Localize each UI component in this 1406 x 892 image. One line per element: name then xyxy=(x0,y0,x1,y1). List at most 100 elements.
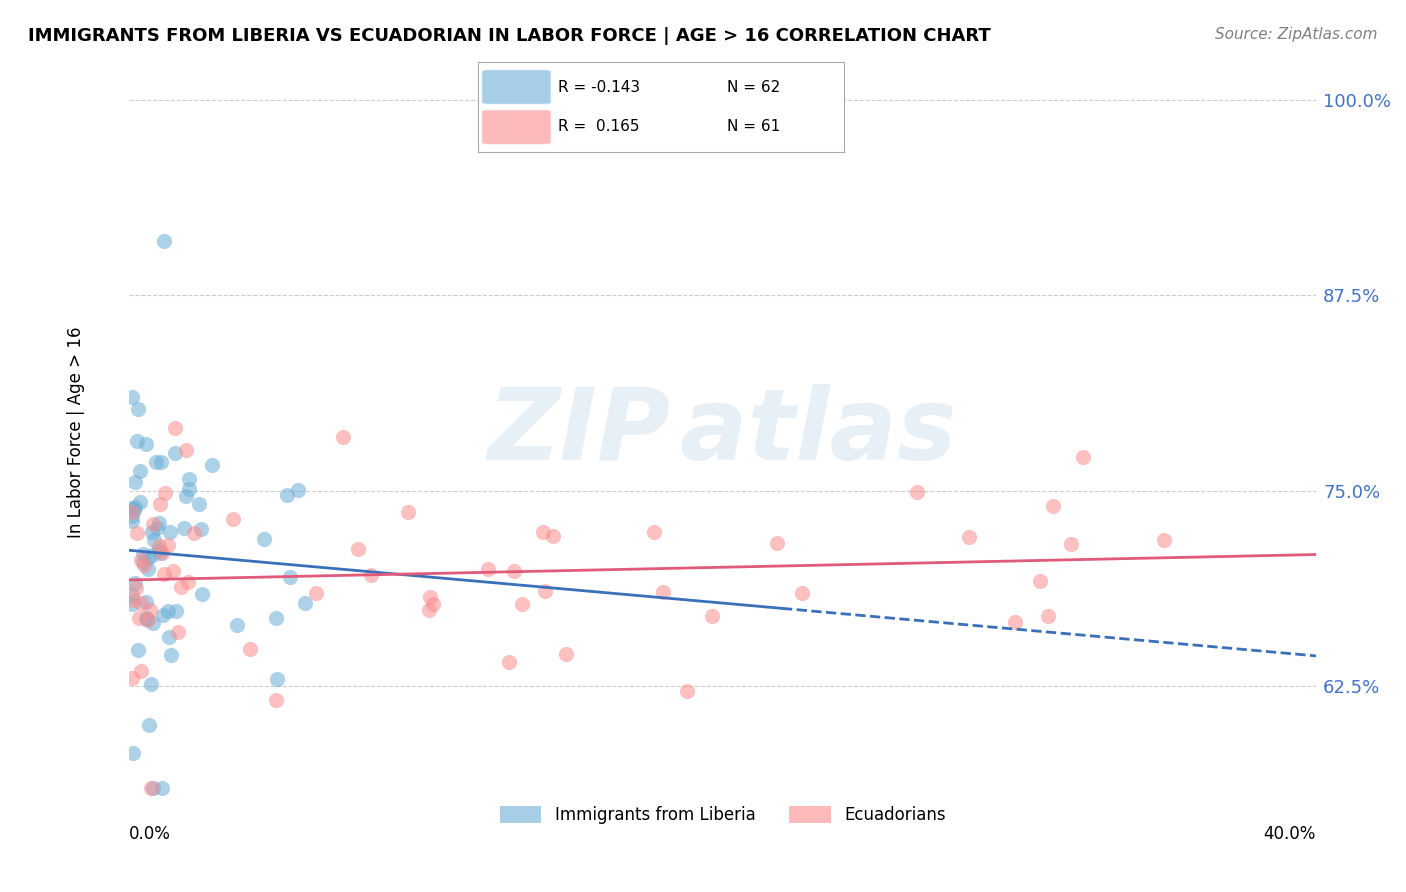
Point xyxy=(498,655,520,669)
Point xyxy=(422,597,444,611)
Point xyxy=(418,602,440,616)
Point xyxy=(132,555,155,569)
Point xyxy=(121,501,143,516)
Point xyxy=(125,581,148,595)
Point xyxy=(148,516,170,531)
Text: IMMIGRANTS FROM LIBERIA VS ECUADORIAN IN LABOR FORCE | AGE > 16 CORRELATION CHAR: IMMIGRANTS FROM LIBERIA VS ECUADORIAN IN… xyxy=(28,27,991,45)
Point xyxy=(122,746,145,760)
Point xyxy=(360,567,382,582)
Point xyxy=(287,483,309,497)
Point xyxy=(138,718,160,732)
Point xyxy=(157,604,180,618)
Point xyxy=(121,390,143,404)
Point xyxy=(534,584,557,599)
Point xyxy=(135,612,157,626)
Point xyxy=(177,574,200,589)
Point xyxy=(294,596,316,610)
Point xyxy=(155,485,177,500)
Point xyxy=(150,780,173,795)
Point xyxy=(1153,533,1175,548)
Point xyxy=(121,671,143,685)
Point xyxy=(1004,615,1026,630)
Point xyxy=(132,547,155,561)
Point xyxy=(124,500,146,514)
Point xyxy=(139,603,162,617)
Point xyxy=(139,676,162,690)
Point xyxy=(170,580,193,594)
Point xyxy=(165,421,187,435)
Point xyxy=(121,514,143,528)
Point xyxy=(121,597,143,611)
Text: R =  0.165: R = 0.165 xyxy=(558,120,640,134)
Point xyxy=(150,546,173,560)
Point xyxy=(127,525,149,540)
Point xyxy=(652,585,675,599)
Point xyxy=(347,542,370,557)
Point xyxy=(129,553,152,567)
FancyBboxPatch shape xyxy=(482,70,551,104)
Point xyxy=(128,495,150,509)
Point xyxy=(188,498,211,512)
Point xyxy=(253,532,276,546)
Point xyxy=(222,512,245,526)
Point xyxy=(135,437,157,451)
Point xyxy=(201,458,224,473)
Point xyxy=(790,586,813,600)
Point xyxy=(141,549,163,563)
Point xyxy=(157,630,180,644)
Point xyxy=(676,684,699,698)
Point xyxy=(1071,450,1094,464)
Point xyxy=(143,533,166,548)
Point xyxy=(190,522,212,536)
Text: In Labor Force | Age > 16: In Labor Force | Age > 16 xyxy=(67,326,84,538)
Text: R = -0.143: R = -0.143 xyxy=(558,80,641,95)
Point xyxy=(149,497,172,511)
Point xyxy=(419,591,441,605)
Point xyxy=(152,608,174,623)
Point xyxy=(1029,574,1052,589)
Point xyxy=(157,538,180,552)
Point xyxy=(276,488,298,502)
Point xyxy=(905,485,928,500)
Point xyxy=(555,647,578,661)
Point xyxy=(957,530,980,544)
Text: 0.0%: 0.0% xyxy=(129,825,172,843)
Point xyxy=(541,529,564,543)
Point xyxy=(136,551,159,566)
Point xyxy=(160,648,183,662)
Point xyxy=(148,539,170,553)
Text: N = 62: N = 62 xyxy=(727,80,780,95)
Point xyxy=(264,692,287,706)
Point xyxy=(165,604,187,618)
Point xyxy=(141,524,163,539)
Point xyxy=(177,482,200,496)
Point xyxy=(129,596,152,610)
FancyBboxPatch shape xyxy=(482,110,551,145)
Point xyxy=(174,489,197,503)
Point xyxy=(643,524,665,539)
Point xyxy=(396,505,419,519)
Point xyxy=(264,610,287,624)
Point xyxy=(765,536,787,550)
Point xyxy=(127,643,149,657)
Point xyxy=(278,570,301,584)
Point xyxy=(121,505,143,519)
Point xyxy=(153,234,176,248)
Point xyxy=(266,672,288,686)
Point xyxy=(510,597,533,611)
Point xyxy=(239,642,262,657)
Point xyxy=(179,472,201,486)
Point xyxy=(128,611,150,625)
Point xyxy=(141,517,163,532)
Point xyxy=(142,780,165,795)
Point xyxy=(139,780,162,795)
Text: ZIP atlas: ZIP atlas xyxy=(488,384,957,481)
Point xyxy=(332,430,354,444)
Point xyxy=(145,454,167,468)
Point xyxy=(191,587,214,601)
Point xyxy=(183,525,205,540)
Point xyxy=(131,664,153,678)
Point xyxy=(173,521,195,535)
Point xyxy=(174,443,197,458)
Point xyxy=(122,503,145,517)
